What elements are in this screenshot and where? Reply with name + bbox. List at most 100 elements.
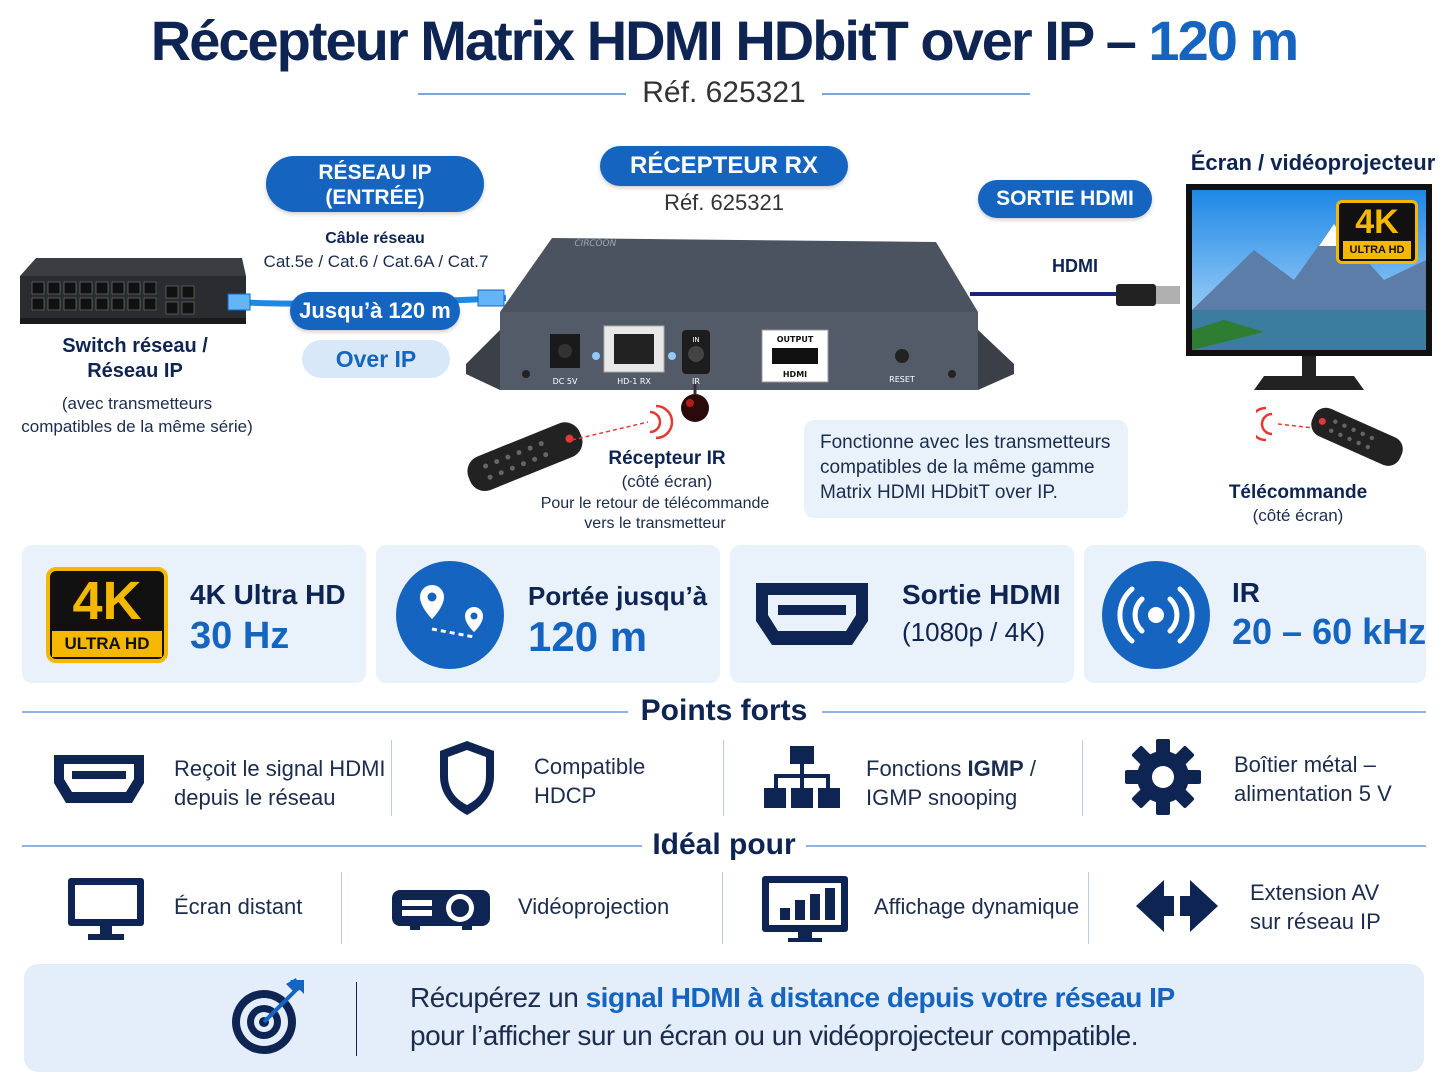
point-line: Reçoit le signal HDMI [174,756,386,781]
summary-banner: Récupérez un signal HDMI à distance depu… [24,964,1424,1072]
point-line: depuis le réseau [174,785,336,810]
receiver-device-image: CIRCOON DC 5V HD-1 RX IN IR OUTPUT HDMI … [466,238,1014,390]
ideal-line: Extension AV [1250,880,1380,905]
hdmi-output-pill: SORTIE HDMI [978,180,1152,218]
port-ir-label: IR [692,377,700,386]
location-route-icon [396,561,504,669]
cable-types: Cat.5e / Cat.6 / Cat.6A / Cat.7 [263,252,489,271]
cable-label: Câble réseau [325,230,425,247]
ir-receiver-bulb [681,384,709,422]
projector-icon [392,890,490,930]
switch-sub-line: (avec transmetteurs [61,394,213,413]
monitor-icon [68,878,144,940]
feature-ir: IR 20 – 60 kHz [1084,545,1426,683]
remote-title: Télécommande [1228,482,1368,503]
network-ip-pill: RÉSEAU IP (ENTRÉE) [266,156,484,212]
ideal-line: sur réseau IP [1250,909,1381,934]
ir-desc-line: vers le transmetteur [584,515,726,532]
summary-pre: Récupérez un [410,982,586,1013]
point-line: Compatible [534,754,646,779]
double-arrow-icon [1136,880,1218,932]
device-brand: CIRCOON [573,239,617,249]
point-line: HDCP [534,783,597,808]
feature-value: 20 – 60 kHz [1232,611,1427,652]
title-main: Récepteur Matrix HDMI HDbitT over IP – [150,9,1137,72]
badge-4k-text: 4K [72,571,142,631]
compat-line: Matrix HDMI HDbitT over IP. [820,482,1058,503]
port-hdmi-label: HDMI [783,370,807,379]
point-item-text: Boîtier métal – alimentation 5 V [1234,750,1392,808]
ir-receiver-desc: Pour le retour de télécommande vers le t… [520,494,790,534]
summary-line-2: pour l’afficher sur un écran ou un vidéo… [410,1020,1139,1051]
ideal-item-text: Affichage dynamique [874,894,1080,919]
screen-label: Écran / vidéoprojecteur [1190,150,1436,175]
point-item-text: Fonctions IGMP / IGMP snooping [866,754,1036,812]
badge-uhd-text: ULTRA HD [52,631,162,657]
ir-desc-line: Pour le retour de télécommande [540,495,770,512]
divider [822,711,1426,713]
ir-receiver-title: Récepteur IR [608,448,726,469]
divider [418,93,626,95]
switch-label: Switch réseau / Réseau IP [10,334,260,384]
remote-control-left [467,404,674,491]
remote-control-right [1256,406,1403,466]
point-line: Fonctions IGMP / [866,754,1036,783]
points-forts-heading: Points forts [0,694,1448,730]
ideal-item-text: Vidéoprojection [518,894,670,919]
switch-sub: (avec transmetteurs compatibles de la mê… [10,392,264,438]
hdmi-cable [970,284,1180,306]
network-tree-icon [764,746,840,808]
switch-label-line: Réseau IP [87,360,183,382]
compat-line: compatibles de la même gamme [820,457,1095,478]
receiver-rx-pill: RÉCEPTEUR RX [600,146,848,186]
ideal-pour-heading: Idéal pour [0,828,1448,864]
divider [22,711,628,713]
signage-chart-icon [762,876,848,942]
feature-title: IR [1232,577,1260,608]
divider [806,845,1426,847]
header-ref: Réf. 625321 [642,76,806,109]
network-switch-image [20,258,246,324]
receiver-ref: Réf. 625321 [664,190,784,215]
shield-icon [440,741,494,815]
point-line-bold: IGMP [967,756,1024,781]
feature-hdmi-out: Sortie HDMI (1080p / 4K) [730,545,1074,683]
point-line: Boîtier métal – [1234,752,1376,777]
divider [822,93,1030,95]
divider [356,982,357,1056]
point-line-pre: Fonctions [866,756,968,781]
feature-title: Portée jusqu’à [528,581,708,611]
point-item-text: Compatible HDCP [534,752,645,810]
compat-line: Fonctionne avec les transmetteurs [820,432,1111,453]
point-line-post: / [1023,756,1036,781]
hdmi-port-icon [54,755,144,803]
summary-bold: signal HDMI à distance depuis votre rése… [585,982,1176,1013]
feature-4k: 4K ULTRA HD 4K Ultra HD 30 Hz [22,545,366,683]
tv-4k-text: 4K [1355,203,1399,241]
ideal-item-text: Extension AV sur réseau IP [1250,878,1381,936]
point-line: IGMP snooping [866,785,1018,810]
hdmi-port-icon [756,583,868,645]
over-ip-pill: Over IP [302,340,450,378]
feature-title: Sortie HDMI [902,579,1061,610]
divider [1088,872,1089,944]
tv-uhd-text: ULTRA HD [1343,241,1411,259]
divider [22,845,642,847]
tv-4k-badge: 4K ULTRA HD [1336,200,1418,264]
section-title: Points forts [640,694,808,727]
port-reset-label: RESET [889,375,915,384]
hdmi-cable-label: HDMI [1052,256,1098,276]
target-icon [232,978,304,1054]
switch-label-line: Switch réseau / [62,335,208,357]
feature-range: Portée jusqu’à 120 m [376,545,720,683]
network-pill-line: RÉSEAU IP [318,161,432,184]
page-title: Récepteur Matrix HDMI HDbitT over IP – 1… [0,8,1448,73]
remote-sub: (côté écran) [1252,506,1344,525]
ideal-item-text: Écran distant [174,894,303,919]
title-accent: 120 m [1148,9,1299,72]
switch-sub-line: compatibles de la même série) [21,417,253,436]
point-line: alimentation 5 V [1234,781,1392,806]
divider [341,872,342,944]
section-title: Idéal pour [652,828,796,861]
summary-line-1: Récupérez un signal HDMI à distance depu… [410,982,1175,1014]
